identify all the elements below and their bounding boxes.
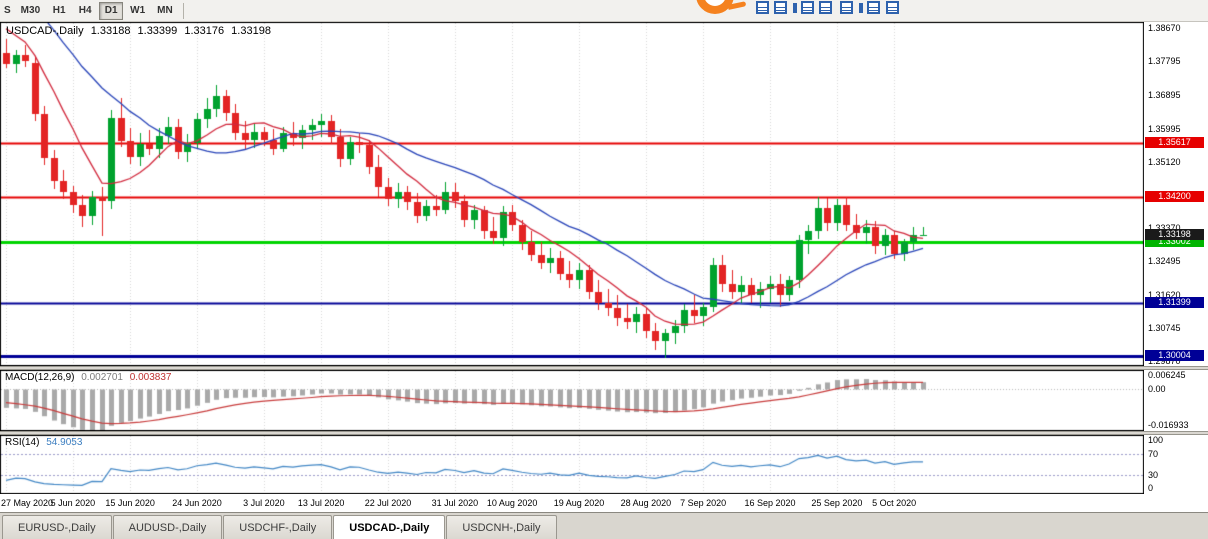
pane-splitter[interactable] xyxy=(0,366,1208,370)
tab-usdcad-daily[interactable]: USDCAD-,Daily xyxy=(333,515,446,539)
hline-price-badge: 1.33002 xyxy=(1145,236,1204,247)
macd-pane: MACD(12,26,9) 0.002701 0.003837 0.006245… xyxy=(0,370,1208,431)
timeframe-button-h4[interactable]: H4 xyxy=(78,5,92,16)
rsi-scale[interactable]: 100 70 30 0 xyxy=(1144,435,1208,494)
date-tick-label: 24 Jun 2020 xyxy=(172,498,222,508)
main-chart-pane: USDCAD-,Daily 1.33188 1.33399 1.33176 1.… xyxy=(0,22,1208,366)
price-tick-label: 1.36895 xyxy=(1148,90,1181,100)
macd-canvas[interactable] xyxy=(0,370,1144,431)
timeframe-button-w1[interactable]: W1 xyxy=(130,5,146,16)
broker-logo-glyph-icon xyxy=(886,1,899,14)
chart-tab-bar: EURUSD-,Daily AUDUSD-,Daily USDCHF-,Dail… xyxy=(0,512,1208,539)
rsi-name: RSI(14) xyxy=(5,437,40,448)
price-tick-label: 1.38670 xyxy=(1148,23,1181,33)
date-tick-label: 19 Aug 2020 xyxy=(553,498,605,508)
date-tick-label: 13 Jul 2020 xyxy=(297,498,345,508)
broker-logo-glyph-icon xyxy=(793,3,797,13)
tab-audusd-daily[interactable]: AUDUSD-,Daily xyxy=(112,515,223,539)
chart-title: USDCAD-,Daily 1.33188 1.33399 1.33176 1.… xyxy=(6,25,275,37)
date-tick-label: 15 Jun 2020 xyxy=(105,498,155,508)
date-tick-label: 5 Oct 2020 xyxy=(872,498,917,508)
price-scale[interactable]: 1.38670 1.37795 1.36895 1.35995 1.35120 1.342… xyxy=(1144,22,1208,366)
hline-price-badge: 1.35617 xyxy=(1145,137,1204,148)
broker-logo-glyph-icon xyxy=(867,1,880,14)
date-tick-label: 22 Jul 2020 xyxy=(364,498,412,508)
rsi-canvas[interactable] xyxy=(0,435,1144,494)
tab-usdcnh-daily[interactable]: USDCNH-,Daily xyxy=(446,515,557,539)
macd-tick-label: 0.006245 xyxy=(1148,370,1186,380)
date-tick-label: 25 Sep 2020 xyxy=(811,498,863,508)
rsi-tick-label: 30 xyxy=(1148,470,1159,480)
ohlc-low: 1.33176 xyxy=(184,25,225,37)
tab-eurusd-daily[interactable]: EURUSD-,Daily xyxy=(2,515,112,539)
hline-price-badge: 1.31399 xyxy=(1145,297,1204,308)
hline-price-badge: 1.34200 xyxy=(1145,191,1204,202)
toolbar-separator xyxy=(182,2,184,19)
date-tick-label: 7 Sep 2020 xyxy=(680,498,727,508)
macd-label: MACD(12,26,9) 0.002701 0.003837 xyxy=(5,372,175,383)
date-tick-label: 28 Aug 2020 xyxy=(620,498,672,508)
price-tick-label: 1.31620 xyxy=(1148,290,1181,300)
main-chart-canvas[interactable] xyxy=(0,22,1144,366)
broker-logo-watermark xyxy=(694,0,919,17)
tab-usdchf-daily[interactable]: USDCHF-,Daily xyxy=(223,515,333,539)
broker-logo-glyph-icon xyxy=(819,1,832,14)
ohlc-open: 1.33188 xyxy=(90,25,131,37)
hline-price-badge: 1.30004 xyxy=(1145,350,1204,361)
date-tick-label: 27 May 2020 xyxy=(1,498,54,508)
macd-signal-value: 0.003837 xyxy=(129,372,172,383)
date-tick-label: 5 Jun 2020 xyxy=(50,498,96,508)
current-price-badge: 1.33198 xyxy=(1145,229,1204,240)
broker-logo-glyph-icon xyxy=(859,3,863,13)
macd-tick-label: -0.016933 xyxy=(1148,420,1189,430)
timeframe-button-cut[interactable]: S xyxy=(4,5,11,16)
date-tick-label: 3 Jul 2020 xyxy=(243,498,285,508)
timeframe-button-d1[interactable]: D1 xyxy=(99,1,124,20)
price-tick-label: 1.32495 xyxy=(1148,256,1181,266)
pane-splitter[interactable] xyxy=(0,431,1208,435)
broker-logo-glyph-icon xyxy=(774,1,787,14)
macd-main-value: 0.002701 xyxy=(81,372,123,383)
timeframe-button-m30[interactable]: M30 xyxy=(20,5,41,16)
ohlc-high: 1.33399 xyxy=(137,25,178,37)
price-tick-label: 1.29870 xyxy=(1148,356,1181,366)
price-tick-label: 1.35120 xyxy=(1148,157,1181,167)
date-tick-label: 31 Jul 2020 xyxy=(431,498,479,508)
chart-symbol-period: USDCAD-,Daily xyxy=(6,25,84,37)
rsi-pane: RSI(14) 54.9053 100 70 30 0 xyxy=(0,435,1208,494)
rsi-tick-label: 0 xyxy=(1148,483,1154,493)
timeframe-button-h1[interactable]: H1 xyxy=(52,5,66,16)
date-tick-label: 10 Aug 2020 xyxy=(486,498,538,508)
price-tick-label: 1.35995 xyxy=(1148,124,1181,134)
price-tick-label: 1.33370 xyxy=(1148,223,1181,233)
macd-scale[interactable]: 0.006245 0.00 -0.016933 xyxy=(1144,370,1208,431)
time-axis[interactable]: 27 May 2020 5 Jun 2020 15 Jun 2020 24 Jun 2… xyxy=(0,494,1208,512)
macd-name: MACD(12,26,9) xyxy=(5,372,75,383)
ohlc-close: 1.33198 xyxy=(231,25,271,37)
rsi-label: RSI(14) 54.9053 xyxy=(5,437,86,448)
price-tick-label: 1.37795 xyxy=(1148,56,1181,66)
rsi-tick-label: 70 xyxy=(1148,449,1159,459)
broker-logo-glyph-icon xyxy=(840,1,853,14)
date-tick-label: 16 Sep 2020 xyxy=(744,498,796,508)
timeframe-button-mn[interactable]: MN xyxy=(157,5,173,16)
broker-logo-glyph-icon xyxy=(756,1,769,14)
macd-tick-label: 0.00 xyxy=(1148,384,1166,394)
price-tick-label: 1.30745 xyxy=(1148,323,1181,333)
rsi-value: 54.9053 xyxy=(46,437,83,448)
timeframe-toolbar: S M30 H1 H4 D1 W1 MN xyxy=(0,0,1208,22)
broker-logo-glyph-icon xyxy=(801,1,814,14)
rsi-tick-label: 100 xyxy=(1148,435,1164,445)
